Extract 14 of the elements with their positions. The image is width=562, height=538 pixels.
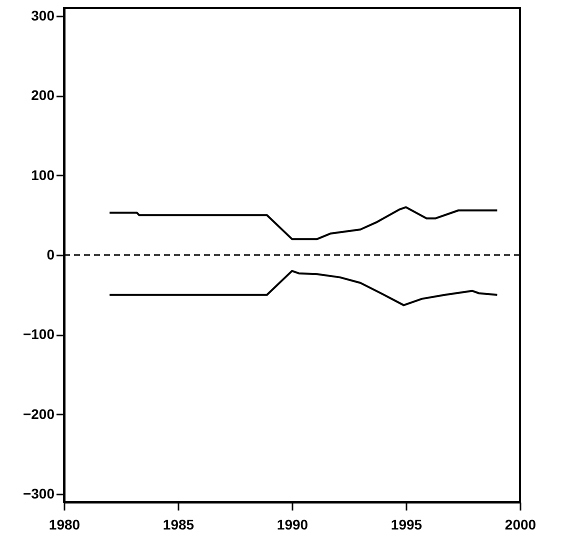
y-tick-label: 100: [31, 166, 55, 183]
y-tick-label: 200: [31, 87, 55, 104]
y-tick-label: 0: [46, 246, 55, 262]
y-tick-label: −100: [22, 326, 55, 342]
x-tick-label: 1980: [48, 516, 80, 532]
y-tick-label: 300: [31, 7, 55, 24]
y-tick-label: −200: [22, 406, 55, 422]
y-tick-label: −300: [22, 486, 55, 502]
x-tick-label: 1985: [162, 516, 194, 532]
line-series: [108, 270, 498, 306]
x-tick-label: 1995: [390, 516, 422, 532]
x-tick-label: 1990: [276, 516, 308, 532]
line-series: [108, 206, 498, 240]
x-tick-label: 2000: [504, 516, 536, 532]
